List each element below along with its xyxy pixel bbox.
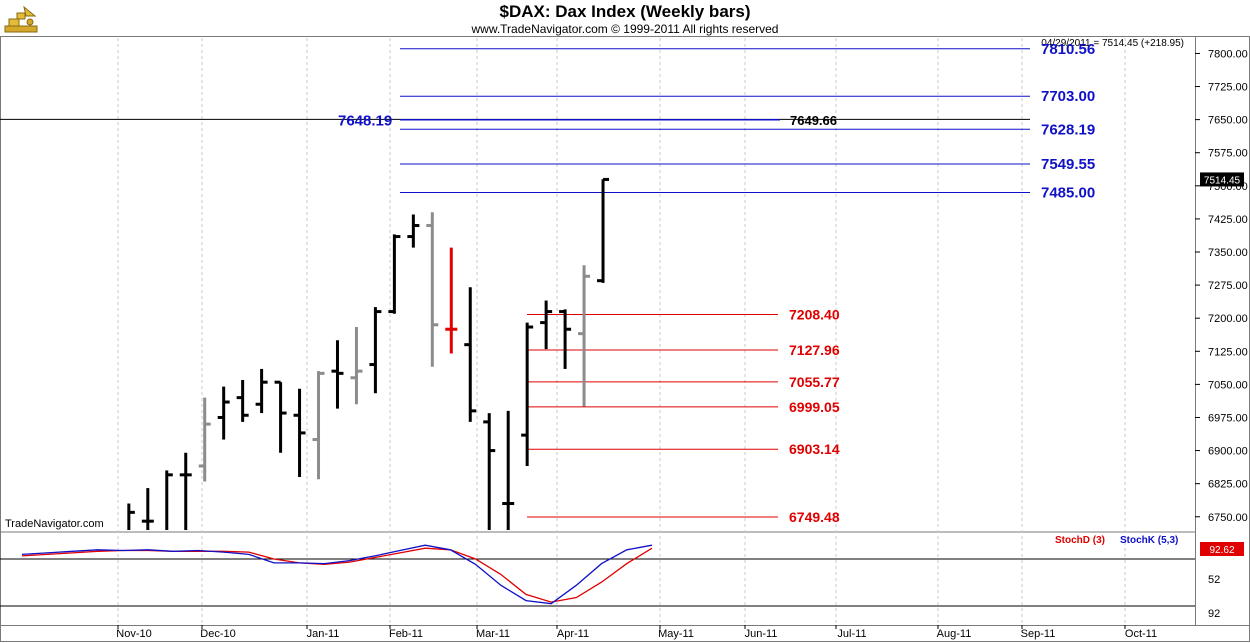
y-tick-label: 7575.00	[1208, 148, 1248, 160]
y-tick-label: 7800.00	[1208, 48, 1248, 60]
stoch-legend-k: StochK (5,3)	[1120, 535, 1178, 546]
stoch-legend-d: StochD (3)	[1055, 535, 1105, 546]
x-tick-label: Nov-10	[116, 628, 151, 640]
last-price-label: 7514.45	[1204, 175, 1241, 186]
level-label: 7549.55	[1041, 156, 1095, 173]
chart-subtitle: www.TradeNavigator.com © 1999-2011 All r…	[471, 22, 779, 36]
trade-navigator-logo	[4, 5, 38, 33]
stoch-badge-label: 92.62	[1209, 545, 1234, 556]
level-label: 7649.66	[790, 113, 837, 128]
x-tick-label: Mar-11	[476, 628, 510, 640]
level-label: 7485.00	[1041, 184, 1095, 201]
level-label: 7703.00	[1041, 88, 1095, 105]
stochk-line	[21, 544, 653, 605]
y-tick-label: 7200.00	[1208, 313, 1248, 325]
x-tick-label: Apr-11	[557, 628, 589, 640]
level-label: 7055.77	[789, 374, 840, 390]
x-tick-label: Oct-11	[1125, 628, 1157, 640]
y-tick-label: 7425.00	[1208, 214, 1248, 226]
y-tick-label: 6825.00	[1208, 479, 1248, 491]
y-tick-label: 7125.00	[1208, 346, 1248, 358]
y-tick-label: 7650.00	[1208, 115, 1248, 127]
x-tick-label: Jun-11	[745, 628, 778, 640]
level-label: 7127.96	[789, 342, 840, 358]
y-tick-label: 7350.00	[1208, 247, 1248, 259]
level-label: 6903.14	[789, 441, 840, 457]
y-tick-label: 6975.00	[1208, 412, 1248, 424]
x-tick-label: Aug-11	[937, 628, 972, 640]
level-label: 7648.19	[338, 112, 392, 129]
x-tick-label: Sep-11	[1021, 628, 1056, 640]
watermark-text: TradeNavigator.com	[5, 518, 104, 530]
y-tick-label: 7275.00	[1208, 280, 1248, 292]
x-tick-label: Jul-11	[837, 628, 866, 640]
level-label: 7208.40	[789, 306, 840, 322]
x-tick-label: Feb-11	[389, 628, 423, 640]
chart-title: $DAX: Dax Index (Weekly bars)	[499, 2, 751, 21]
y-tick-label: 6900.00	[1208, 446, 1248, 458]
quote-text: 04/29/2011 = 7514.45 (+218.95)	[1041, 38, 1184, 49]
level-label: 7810.56	[1041, 41, 1095, 58]
stoch-badge	[1200, 542, 1244, 556]
level-label: 7628.19	[1041, 121, 1095, 138]
y-tick-label: 6750.00	[1208, 512, 1248, 524]
stoch-tick-label: 92	[1208, 608, 1220, 620]
x-tick-label: Dec-10	[200, 628, 235, 640]
stoch-tick-label: 52	[1208, 574, 1220, 586]
level-label: 6749.48	[789, 509, 840, 525]
x-tick-label: Jan-11	[307, 628, 340, 640]
level-label: 6999.05	[789, 399, 840, 415]
y-tick-label: 7050.00	[1208, 379, 1248, 391]
x-tick-label: May-11	[658, 628, 694, 640]
y-tick-label: 7725.00	[1208, 82, 1248, 94]
last-price-badge	[1200, 172, 1244, 187]
